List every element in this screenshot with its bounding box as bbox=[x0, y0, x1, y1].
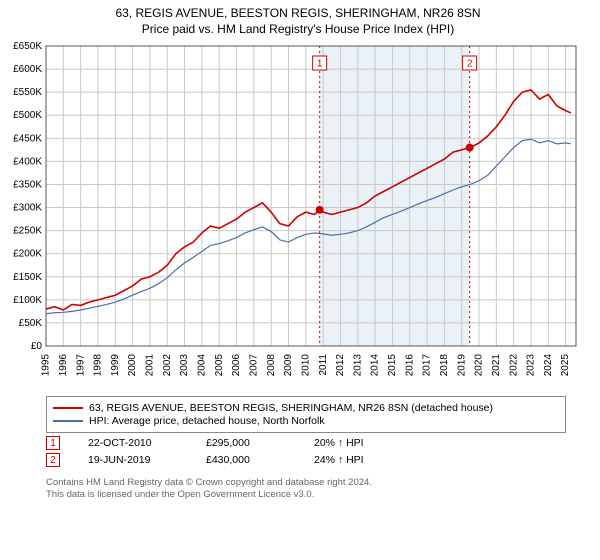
svg-text:£500K: £500K bbox=[13, 110, 42, 121]
svg-text:2022: 2022 bbox=[508, 354, 519, 377]
svg-text:2024: 2024 bbox=[543, 354, 554, 377]
legend-row: HPI: Average price, detached house, Nort… bbox=[53, 415, 559, 427]
sale-marker-icon: 2 bbox=[46, 453, 60, 467]
svg-text:1996: 1996 bbox=[58, 354, 69, 377]
svg-text:£600K: £600K bbox=[13, 64, 42, 75]
svg-text:2002: 2002 bbox=[162, 354, 173, 377]
svg-text:2001: 2001 bbox=[145, 354, 156, 377]
legend-swatch bbox=[53, 420, 83, 422]
sale-pct: 20% ↑ HPI bbox=[314, 437, 394, 449]
svg-text:2011: 2011 bbox=[318, 354, 329, 376]
sales-list: 1 22-OCT-2010 £295,000 20% ↑ HPI 2 19-JUN-201… bbox=[4, 436, 592, 467]
legend: 63, REGIS AVENUE, BEESTON REGIS, SHERING… bbox=[46, 396, 566, 433]
svg-text:£400K: £400K bbox=[13, 156, 42, 167]
svg-text:£650K: £650K bbox=[13, 42, 42, 52]
svg-text:2020: 2020 bbox=[474, 354, 485, 377]
legend-swatch bbox=[53, 407, 83, 409]
svg-text:2015: 2015 bbox=[387, 354, 398, 377]
svg-text:2009: 2009 bbox=[283, 354, 294, 377]
sale-date: 19-JUN-2019 bbox=[88, 454, 178, 466]
svg-text:1999: 1999 bbox=[110, 354, 121, 377]
svg-text:2010: 2010 bbox=[300, 354, 311, 377]
svg-text:2005: 2005 bbox=[214, 354, 225, 377]
svg-text:2008: 2008 bbox=[266, 354, 277, 377]
svg-text:2004: 2004 bbox=[197, 354, 208, 377]
svg-text:£300K: £300K bbox=[13, 203, 42, 214]
svg-text:£450K: £450K bbox=[13, 133, 42, 144]
svg-text:2007: 2007 bbox=[248, 354, 259, 377]
svg-text:£200K: £200K bbox=[13, 249, 42, 260]
sale-row: 2 19-JUN-2019 £430,000 24% ↑ HPI bbox=[46, 453, 592, 467]
sale-row: 1 22-OCT-2010 £295,000 20% ↑ HPI bbox=[46, 436, 592, 450]
svg-text:2019: 2019 bbox=[456, 354, 467, 377]
legend-row: 63, REGIS AVENUE, BEESTON REGIS, SHERING… bbox=[53, 402, 559, 414]
sale-price: £430,000 bbox=[206, 454, 286, 466]
svg-text:£100K: £100K bbox=[13, 295, 42, 306]
svg-text:1: 1 bbox=[317, 59, 323, 70]
legend-label: HPI: Average price, detached house, Nort… bbox=[89, 415, 325, 427]
footer: Contains HM Land Registry data © Crown c… bbox=[46, 477, 592, 502]
svg-text:2025: 2025 bbox=[560, 354, 571, 377]
svg-text:2014: 2014 bbox=[370, 354, 381, 377]
sale-date: 22-OCT-2010 bbox=[88, 437, 178, 449]
svg-text:£150K: £150K bbox=[13, 272, 42, 283]
svg-text:£0: £0 bbox=[31, 341, 43, 352]
svg-text:2017: 2017 bbox=[422, 354, 433, 377]
svg-text:1998: 1998 bbox=[93, 354, 104, 377]
sale-price: £295,000 bbox=[206, 437, 286, 449]
svg-text:2013: 2013 bbox=[352, 354, 363, 377]
svg-text:2012: 2012 bbox=[335, 354, 346, 377]
svg-text:2016: 2016 bbox=[404, 354, 415, 377]
plot-area: £0 £50K £100K £150K £200K £250K £300K £350K £400… bbox=[4, 42, 592, 392]
svg-text:£350K: £350K bbox=[13, 179, 42, 190]
svg-text:£50K: £50K bbox=[19, 318, 43, 329]
svg-text:2021: 2021 bbox=[491, 354, 502, 377]
legend-label: 63, REGIS AVENUE, BEESTON REGIS, SHERING… bbox=[89, 402, 493, 414]
chart-subtitle: Price paid vs. HM Land Registry's House … bbox=[4, 22, 592, 36]
svg-text:2018: 2018 bbox=[439, 354, 450, 377]
svg-text:2000: 2000 bbox=[127, 354, 138, 377]
svg-text:£550K: £550K bbox=[13, 87, 42, 98]
svg-text:2003: 2003 bbox=[179, 354, 190, 377]
svg-text:2006: 2006 bbox=[231, 354, 242, 377]
svg-text:2: 2 bbox=[467, 59, 473, 70]
chart-title: 63, REGIS AVENUE, BEESTON REGIS, SHERING… bbox=[4, 6, 592, 20]
sale-pct: 24% ↑ HPI bbox=[314, 454, 394, 466]
svg-text:£250K: £250K bbox=[13, 226, 42, 237]
footer-line2: This data is licensed under the Open Gov… bbox=[46, 489, 592, 501]
footer-line1: Contains HM Land Registry data © Crown c… bbox=[46, 477, 592, 489]
svg-text:2023: 2023 bbox=[526, 354, 537, 377]
svg-text:1995: 1995 bbox=[41, 354, 52, 377]
sale-marker-icon: 1 bbox=[46, 436, 60, 450]
chart-container: 63, REGIS AVENUE, BEESTON REGIS, SHERING… bbox=[0, 0, 600, 560]
chart-svg: £0 £50K £100K £150K £200K £250K £300K £350K £400… bbox=[4, 42, 588, 392]
svg-text:1997: 1997 bbox=[75, 354, 86, 377]
